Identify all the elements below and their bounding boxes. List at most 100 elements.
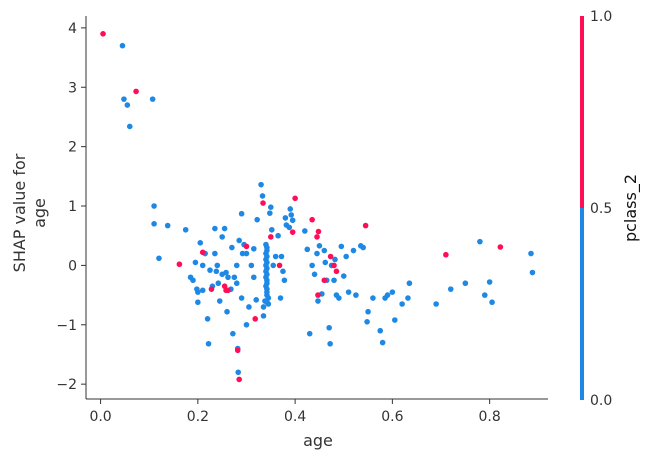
y-tick-label: −2 [56, 377, 77, 393]
point-pclass2-low [281, 277, 288, 284]
point-pclass2-low [264, 265, 270, 272]
point-pclass2-high [100, 31, 106, 37]
point-pclass2-low [204, 316, 211, 322]
point-pclass2-low [254, 216, 260, 223]
x-ticks: 0.0 0.2 0.4 0.6 0.8 [89, 399, 501, 425]
point-pclass2-high [362, 222, 369, 229]
point-pclass2-low [336, 295, 342, 301]
point-pclass2-low [231, 274, 238, 281]
point-pclass2-low [250, 245, 257, 252]
point-pclass2-low [302, 228, 308, 234]
point-pclass2-low [265, 295, 272, 301]
point-pclass2-low [365, 308, 371, 315]
point-pclass2-high [268, 234, 274, 240]
point-pclass2-high [443, 251, 449, 258]
point-pclass2-high [309, 216, 315, 223]
x-tick-label: 0.0 [89, 409, 111, 425]
point-pclass2-low [350, 247, 357, 254]
point-pclass2-low [253, 297, 260, 303]
point-pclass2-high [199, 249, 206, 256]
point-pclass2-low [384, 292, 391, 298]
point-pclass2-low [156, 255, 162, 262]
point-pclass2-low [207, 267, 213, 273]
point-pclass2-low [264, 253, 270, 260]
point-pclass2-low [124, 102, 131, 108]
colorbar-ticks: 0.0 0.5 1.0 [590, 9, 612, 409]
point-pclass2-low [477, 238, 483, 245]
point-pclass2-low [406, 280, 413, 287]
point-pclass2-low [259, 193, 266, 199]
point-pclass2-high [176, 261, 183, 268]
point-pclass2-low [243, 250, 250, 257]
y-tick-label: 1 [68, 199, 77, 215]
point-pclass2-low [199, 287, 206, 294]
point-pclass2-low [304, 246, 311, 253]
point-pclass2-low [233, 262, 240, 269]
point-pclass2-low [233, 280, 240, 287]
point-pclass2-low [223, 269, 229, 276]
point-pclass2-low [272, 253, 279, 260]
point-pclass2-high [133, 88, 139, 95]
point-pclass2-low [306, 330, 313, 337]
point-pclass2-low [481, 292, 488, 298]
point-pclass2-low [197, 240, 204, 246]
y-axis-title-line-1: SHAP value for [10, 153, 29, 272]
point-pclass2-high [321, 277, 328, 284]
point-pclass2-low [322, 259, 329, 266]
point-pclass2-low [327, 340, 333, 347]
point-pclass2-low [389, 289, 396, 295]
point-pclass2-low [309, 262, 315, 269]
y-tick-label: −1 [56, 318, 77, 334]
point-pclass2-low [250, 274, 257, 281]
point-pclass2-low [219, 234, 225, 240]
x-axis-title: age [303, 431, 333, 450]
point-pclass2-low [489, 299, 495, 306]
point-pclass2-high [208, 286, 215, 292]
point-pclass2-high [243, 243, 250, 250]
point-pclass2-low [277, 295, 284, 301]
point-pclass2-low [195, 289, 201, 295]
point-pclass2-low [316, 243, 323, 249]
point-pclass2-low [229, 244, 235, 251]
point-pclass2-high [225, 287, 231, 294]
point-pclass2-low [260, 313, 267, 319]
point-pclass2-high [497, 244, 504, 250]
point-pclass2-low [126, 123, 133, 130]
point-pclass2-high [315, 292, 321, 298]
point-pclass2-low [230, 330, 236, 337]
point-pclass2-low [360, 244, 367, 251]
point-pclass2-low [364, 319, 370, 325]
y-axis-title: SHAP value for age [10, 153, 49, 272]
x-tick-label: 0.8 [479, 409, 501, 425]
point-pclass2-low [289, 217, 296, 224]
point-pclass2-low [370, 295, 376, 301]
point-pclass2-low [278, 253, 285, 260]
point-pclass2-low [275, 232, 281, 239]
point-pclass2-low [151, 221, 157, 227]
x-tick-label: 0.4 [284, 409, 306, 425]
point-pclass2-low [199, 262, 206, 269]
point-pclass2-low [353, 292, 359, 298]
point-pclass2-low [270, 262, 277, 269]
point-pclass2-high [315, 228, 322, 235]
y-axis-title-line-2: age [30, 198, 49, 228]
point-pclass2-low [379, 339, 386, 346]
point-pclass2-low [399, 301, 405, 307]
point-pclass2-low [340, 273, 347, 279]
point-pclass2-low [268, 226, 275, 233]
point-pclass2-low [282, 215, 289, 221]
colorbar: 0.0 0.5 1.0 pclass_2 [580, 9, 641, 409]
point-pclass2-low [239, 250, 246, 257]
point-pclass2-low [264, 259, 270, 266]
y-tick-label: 0 [68, 258, 77, 274]
point-pclass2-low [332, 256, 338, 263]
colorbar-segment-low [580, 208, 584, 400]
point-pclass2-high [327, 253, 334, 260]
point-pclass2-low [286, 224, 293, 231]
point-pclass2-low [205, 340, 212, 347]
y-tick-label: 4 [68, 21, 77, 37]
point-pclass2-low [248, 262, 255, 269]
point-pclass2-low [288, 212, 295, 218]
point-pclass2-low [405, 295, 411, 301]
x-tick-label: 0.6 [381, 409, 403, 425]
